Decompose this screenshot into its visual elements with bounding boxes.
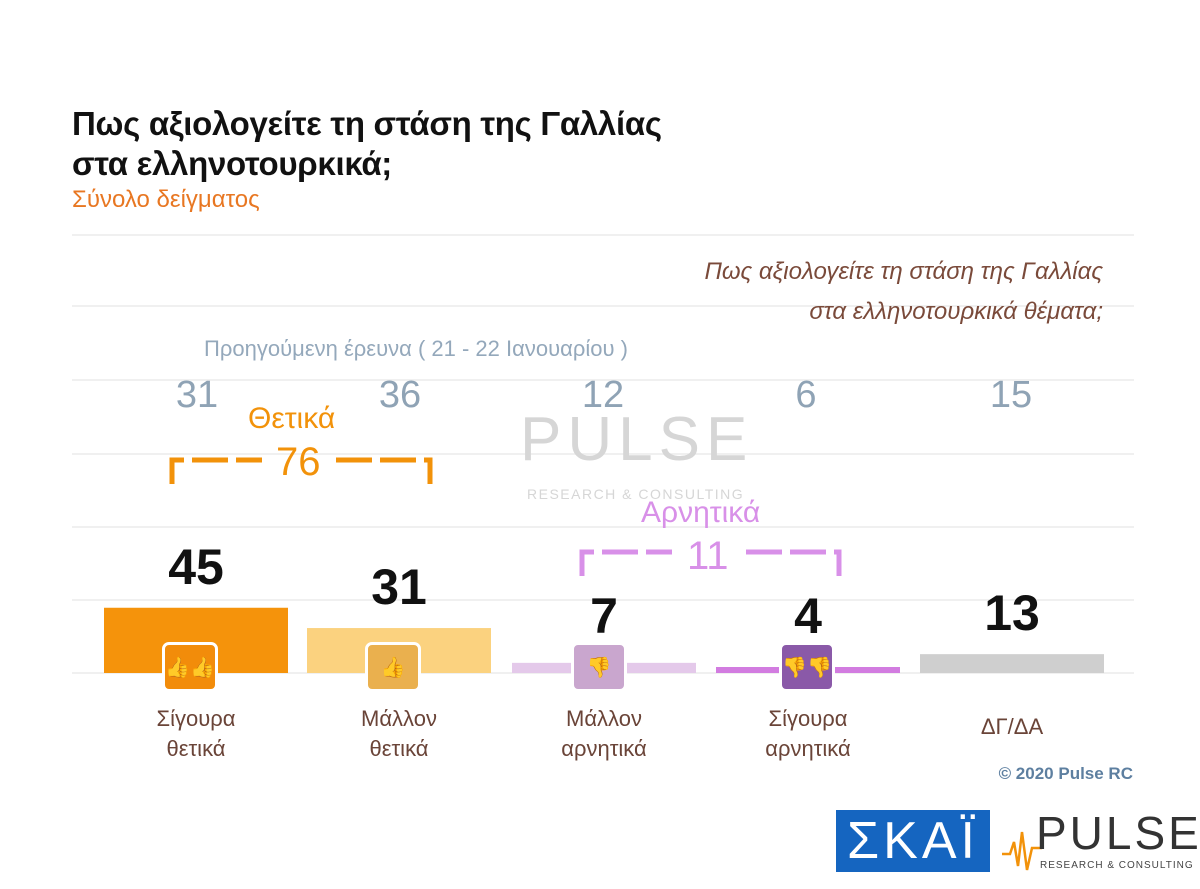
negative-group-label: Αρνητικά bbox=[641, 496, 761, 529]
question-note-line-1: Πως αξιολογείτε τη στάση της Γαλλίας bbox=[704, 258, 1103, 285]
pulse-logo-wave-icon bbox=[1002, 831, 1042, 871]
value-label: 31 bbox=[371, 559, 427, 616]
pulse-logo-tagline: RESEARCH & CONSULTING bbox=[1040, 860, 1194, 871]
bars bbox=[104, 607, 1104, 673]
thumbs-down-double-icon: 👎👎 bbox=[779, 642, 835, 692]
positive-group-total: 76 bbox=[276, 440, 321, 484]
category-line: αρνητικά bbox=[765, 736, 851, 761]
previous-value: 12 bbox=[581, 374, 625, 416]
question-note-line-2: στα ελληνοτουρκικά θέματα; bbox=[809, 298, 1103, 325]
pulse-watermark: PULSE bbox=[520, 405, 754, 474]
category-label: Σίγουρα αρνητικά bbox=[716, 704, 900, 764]
skai-logo: ΣΚΑΪ bbox=[836, 810, 990, 872]
thumbs-up-double-icon: 👍👍 bbox=[162, 642, 218, 692]
previous-survey-label: Προηγούμενη έρευνα ( 21 - 22 Ιανουαρίου … bbox=[204, 336, 628, 361]
category-line: Μάλλον bbox=[361, 706, 437, 731]
chart-title: Πως αξιολογείτε τη στάση της Γαλλίας στα… bbox=[72, 104, 662, 184]
previous-value: 36 bbox=[378, 374, 422, 416]
value-label: 4 bbox=[794, 588, 822, 644]
category-label: Σίγουρα θετικά bbox=[104, 704, 288, 764]
category-line: αρνητικά bbox=[561, 736, 647, 761]
previous-value: 6 bbox=[795, 374, 817, 416]
category-label: Μάλλον αρνητικά bbox=[512, 704, 696, 764]
thumbs-up-icon: 👍 bbox=[365, 642, 421, 692]
copyright-text: © 2020 Pulse RC bbox=[998, 764, 1133, 783]
title-line-1: Πως αξιολογείτε τη στάση της Γαλλίας bbox=[72, 105, 662, 142]
value-label: 13 bbox=[984, 585, 1040, 642]
category-label: ΔΓ/ΔΑ bbox=[920, 712, 1104, 742]
value-label: 45 bbox=[168, 538, 224, 595]
category-line: Μάλλον bbox=[566, 706, 642, 731]
previous-value: 31 bbox=[175, 374, 219, 416]
title-line-2: στα ελληνοτουρκικά; bbox=[72, 145, 392, 182]
category-line: ΔΓ/ΔΑ bbox=[980, 714, 1044, 739]
category-line: Σίγουρα bbox=[156, 706, 236, 731]
category-line: θετικά bbox=[369, 736, 429, 761]
group-brackets bbox=[169, 457, 842, 576]
positive-group-label: Θετικά bbox=[248, 402, 336, 435]
category-line: Σίγουρα bbox=[768, 706, 848, 731]
thumbs-down-icon: 👎 bbox=[571, 642, 627, 692]
category-label: Μάλλον θετικά bbox=[307, 704, 491, 764]
group-bracket bbox=[169, 457, 433, 484]
chart-subtitle: Σύνολο δείγματος bbox=[72, 186, 260, 213]
pulse-watermark-tagline: RESEARCH & CONSULTING bbox=[527, 486, 745, 502]
value-label: 7 bbox=[590, 588, 618, 644]
gridlines bbox=[72, 234, 1134, 674]
previous-value: 15 bbox=[989, 374, 1033, 416]
pulse-logo: PULSE bbox=[1036, 807, 1200, 859]
negative-group-total: 11 bbox=[687, 534, 729, 578]
question-note: Πως αξιολογείτε τη στάση της Γαλλίας στα… bbox=[583, 252, 1103, 332]
bar bbox=[920, 654, 1104, 673]
group-bracket bbox=[579, 549, 842, 576]
category-line: θετικά bbox=[166, 736, 226, 761]
